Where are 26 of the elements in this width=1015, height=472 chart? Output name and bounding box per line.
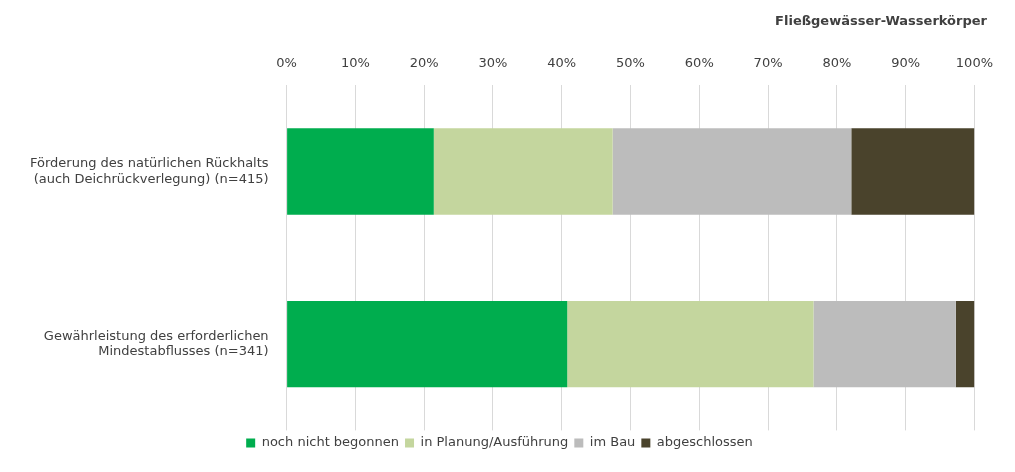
x-tick-label: 30% bbox=[478, 54, 508, 70]
bar bbox=[433, 128, 613, 215]
y-tick-label: Gewährleistung des erforderlichen Mindestabflusses (n=341) bbox=[43, 327, 269, 359]
legend-label: abgeschlossen bbox=[656, 434, 753, 450]
x-tick-label: 50% bbox=[616, 54, 645, 70]
x-tick-label: 0% bbox=[276, 54, 297, 70]
bar bbox=[813, 300, 956, 388]
bar bbox=[612, 128, 852, 215]
legend-label: noch nicht begonnen bbox=[261, 434, 400, 450]
chart-title: Fließgewässer-Wasserkörper bbox=[775, 13, 988, 29]
x-tick-label: 20% bbox=[409, 54, 439, 70]
x-tick-label: 10% bbox=[340, 54, 370, 70]
y-tick-label: Förderung des natürlichen Rückhalts (auch Deichrückverlegung) (n=415) bbox=[29, 155, 269, 186]
x-tick-label: 40% bbox=[547, 54, 577, 70]
bar bbox=[567, 300, 814, 388]
x-tick-label: 60% bbox=[684, 54, 714, 70]
x-tick-label: 90% bbox=[891, 54, 921, 70]
x-tick-label: 100% bbox=[955, 54, 993, 70]
x-tick-label: 70% bbox=[753, 54, 783, 70]
bar bbox=[851, 128, 975, 215]
x-tick-label: 80% bbox=[822, 54, 852, 70]
bar bbox=[955, 300, 975, 388]
bar bbox=[287, 300, 568, 388]
legend-label: im Bau bbox=[589, 434, 636, 450]
bar bbox=[287, 128, 434, 215]
legend-label: in Planung/Ausführung bbox=[420, 434, 569, 450]
